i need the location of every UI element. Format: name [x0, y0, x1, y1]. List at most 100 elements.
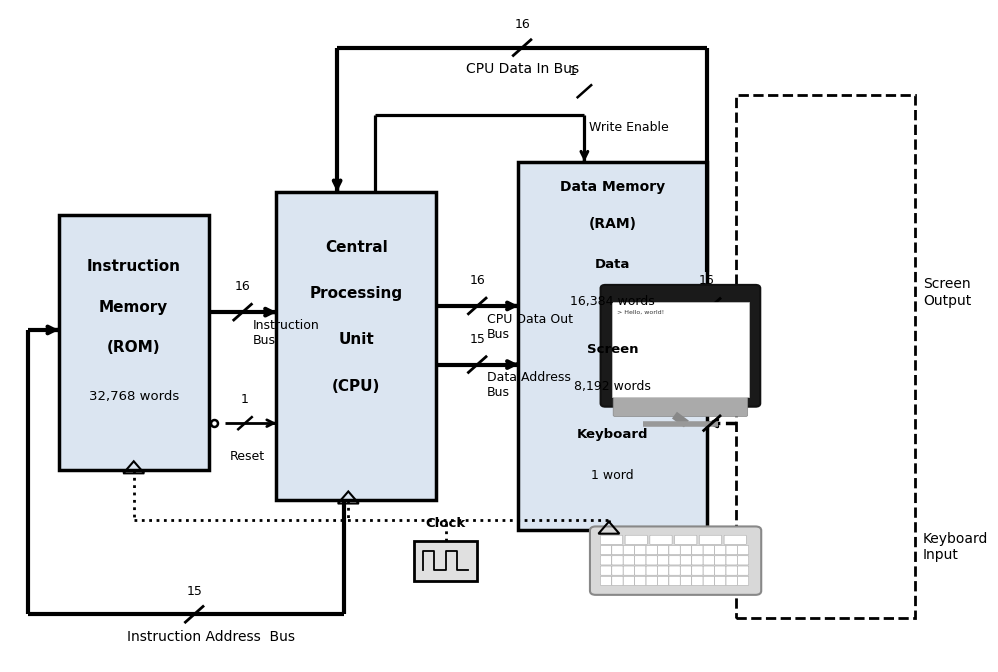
- Text: Screen
Output: Screen Output: [923, 278, 971, 308]
- Text: 16: 16: [700, 274, 715, 287]
- Text: Data: Data: [595, 259, 631, 271]
- FancyBboxPatch shape: [704, 556, 715, 565]
- FancyBboxPatch shape: [414, 540, 477, 581]
- FancyBboxPatch shape: [700, 535, 722, 544]
- Text: Keyboard: Keyboard: [577, 428, 649, 441]
- FancyBboxPatch shape: [59, 215, 209, 470]
- FancyBboxPatch shape: [601, 566, 612, 575]
- Text: Processing: Processing: [309, 286, 403, 301]
- FancyBboxPatch shape: [613, 398, 748, 417]
- FancyBboxPatch shape: [612, 302, 748, 397]
- Text: Screen: Screen: [587, 343, 639, 356]
- Text: Data Address
Bus: Data Address Bus: [487, 371, 571, 399]
- FancyBboxPatch shape: [725, 535, 747, 544]
- FancyBboxPatch shape: [669, 556, 681, 565]
- FancyBboxPatch shape: [650, 535, 672, 544]
- FancyBboxPatch shape: [692, 566, 703, 575]
- Text: 1 word: 1 word: [592, 468, 634, 482]
- FancyBboxPatch shape: [704, 577, 715, 585]
- FancyBboxPatch shape: [692, 556, 703, 565]
- FancyBboxPatch shape: [715, 546, 726, 554]
- Text: (CPU): (CPU): [332, 378, 380, 394]
- FancyBboxPatch shape: [518, 162, 707, 530]
- FancyBboxPatch shape: [715, 577, 726, 585]
- FancyBboxPatch shape: [601, 535, 623, 544]
- Text: 16: 16: [514, 18, 530, 31]
- FancyBboxPatch shape: [681, 566, 692, 575]
- Text: Reset: Reset: [230, 450, 264, 463]
- Text: 1: 1: [569, 65, 577, 78]
- Text: CPU Data Out
Bus: CPU Data Out Bus: [487, 312, 573, 341]
- FancyBboxPatch shape: [738, 577, 748, 585]
- Text: 8,192 words: 8,192 words: [574, 380, 651, 393]
- FancyBboxPatch shape: [623, 556, 635, 565]
- FancyBboxPatch shape: [681, 577, 692, 585]
- Text: Memory: Memory: [99, 300, 169, 314]
- FancyBboxPatch shape: [738, 546, 748, 554]
- Text: 32,768 words: 32,768 words: [89, 390, 179, 403]
- FancyBboxPatch shape: [658, 566, 669, 575]
- FancyBboxPatch shape: [635, 577, 646, 585]
- Text: 15: 15: [469, 333, 485, 346]
- Text: (ROM): (ROM): [107, 340, 161, 355]
- FancyBboxPatch shape: [658, 577, 669, 585]
- Text: 16: 16: [700, 391, 715, 405]
- FancyBboxPatch shape: [635, 546, 646, 554]
- FancyBboxPatch shape: [738, 566, 748, 575]
- Text: 16,384 words: 16,384 words: [570, 295, 655, 308]
- Text: CPU Data In Bus: CPU Data In Bus: [465, 62, 579, 77]
- FancyBboxPatch shape: [669, 566, 681, 575]
- FancyBboxPatch shape: [601, 577, 612, 585]
- FancyBboxPatch shape: [646, 577, 658, 585]
- Text: Keyboard
Input: Keyboard Input: [923, 532, 988, 562]
- FancyBboxPatch shape: [623, 566, 635, 575]
- FancyBboxPatch shape: [658, 556, 669, 565]
- Text: Unit: Unit: [338, 333, 374, 347]
- FancyBboxPatch shape: [646, 566, 658, 575]
- FancyBboxPatch shape: [681, 556, 692, 565]
- FancyBboxPatch shape: [635, 556, 646, 565]
- FancyBboxPatch shape: [601, 556, 612, 565]
- FancyBboxPatch shape: [635, 566, 646, 575]
- FancyBboxPatch shape: [738, 556, 748, 565]
- FancyBboxPatch shape: [590, 526, 761, 595]
- FancyBboxPatch shape: [669, 577, 681, 585]
- Text: Central: Central: [325, 240, 387, 255]
- FancyBboxPatch shape: [704, 546, 715, 554]
- Text: 15: 15: [187, 585, 203, 597]
- FancyBboxPatch shape: [704, 566, 715, 575]
- FancyBboxPatch shape: [612, 556, 623, 565]
- FancyBboxPatch shape: [692, 577, 703, 585]
- Text: Data Memory: Data Memory: [560, 181, 666, 194]
- FancyBboxPatch shape: [726, 556, 738, 565]
- Text: Instruction Address  Bus: Instruction Address Bus: [127, 630, 294, 644]
- FancyBboxPatch shape: [726, 546, 738, 554]
- FancyBboxPatch shape: [715, 556, 726, 565]
- FancyBboxPatch shape: [692, 546, 703, 554]
- FancyBboxPatch shape: [726, 566, 738, 575]
- FancyBboxPatch shape: [623, 577, 635, 585]
- FancyBboxPatch shape: [681, 546, 692, 554]
- FancyBboxPatch shape: [625, 535, 648, 544]
- FancyBboxPatch shape: [601, 285, 760, 407]
- FancyBboxPatch shape: [612, 546, 623, 554]
- FancyBboxPatch shape: [726, 577, 738, 585]
- FancyBboxPatch shape: [601, 546, 612, 554]
- FancyBboxPatch shape: [669, 546, 681, 554]
- Text: Instruction: Instruction: [87, 259, 181, 274]
- Text: 16: 16: [469, 274, 485, 287]
- FancyBboxPatch shape: [646, 556, 658, 565]
- Text: > Hello, world!: > Hello, world!: [617, 310, 665, 315]
- FancyBboxPatch shape: [675, 535, 697, 544]
- Text: 16: 16: [235, 280, 250, 294]
- Text: Write Enable: Write Enable: [589, 122, 669, 134]
- FancyBboxPatch shape: [612, 577, 623, 585]
- Text: Instruction
Bus: Instruction Bus: [252, 319, 319, 347]
- Text: (RAM): (RAM): [589, 217, 637, 231]
- FancyBboxPatch shape: [276, 192, 436, 500]
- FancyBboxPatch shape: [612, 566, 623, 575]
- Text: Clock: Clock: [426, 517, 466, 530]
- Text: 1: 1: [242, 393, 249, 407]
- FancyBboxPatch shape: [715, 566, 726, 575]
- FancyBboxPatch shape: [623, 546, 635, 554]
